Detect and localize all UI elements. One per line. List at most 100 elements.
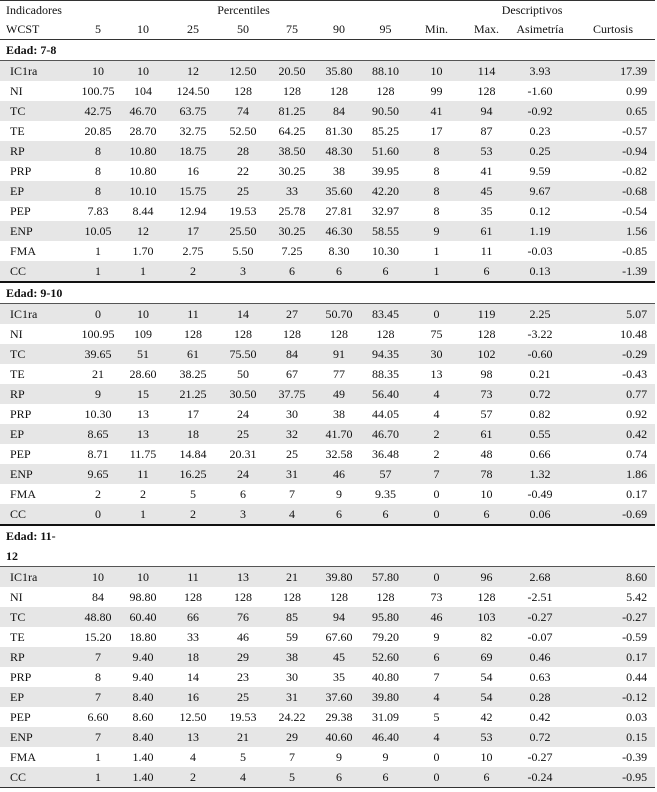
table-cell: 9.35 <box>375 487 397 501</box>
table-cell: 6 <box>362 504 410 525</box>
age-group-label: 12 <box>6 549 18 563</box>
table-row: CC 1 1.40 2 4 5 6 6 0 6 -0.24 -0.95 <box>0 767 656 788</box>
table-row: ENP 10.05 12 17 25.50 30.25 46.30 58.55 9 61 1.19 1… <box>0 221 656 241</box>
table-row: TC 39.65 51 61 75.50 84 91 94.35 30 102 -0.60 -0.29 <box>0 344 656 364</box>
table-cell: 9.40 <box>118 647 168 667</box>
header-row-top: Indicadores Percentiles Descriptivos <box>0 0 656 20</box>
indicator-name: ENP <box>0 727 78 747</box>
table-cell: -0.43 <box>622 367 648 381</box>
table-cell: 90.50 <box>362 101 410 121</box>
table-cell: 25 <box>218 424 268 444</box>
table-cell: 39.80 <box>362 687 410 707</box>
table-cell: 8.40 <box>118 687 168 707</box>
table-cell: 0.15 <box>571 727 656 747</box>
table-cell: 31 <box>268 687 316 707</box>
table-cell: 28.70 <box>129 124 157 138</box>
table-cell: 41 <box>480 164 493 178</box>
table-cell: 1.40 <box>132 750 154 764</box>
table-cell: 0.42 <box>571 424 656 444</box>
table-cell: 96 <box>464 566 510 587</box>
table-cell: 59 <box>286 630 298 644</box>
table-cell: 10 <box>78 566 118 587</box>
table-row: EP 8 10.10 15.75 25 33 35.60 42.20 8 45 9.67 -0.68 <box>0 181 656 201</box>
table-row: TE 15.20 18.80 33 46 59 67.60 79.20 9 82 -0.07 -0.5… <box>0 627 655 647</box>
table-cell: 53 <box>464 727 510 747</box>
table-cell: 39.65 <box>78 344 118 364</box>
table-cell: 0.13 <box>509 261 572 282</box>
table-cell: 0 <box>409 303 465 324</box>
table-cell: 7 <box>289 487 295 501</box>
table-cell: 30.50 <box>218 384 268 404</box>
table-cell: 24 <box>237 407 249 421</box>
table-cell: 33 <box>187 630 199 644</box>
table-cell: 18 <box>168 647 218 667</box>
table-cell: 61 <box>168 344 218 364</box>
table-cell: 75 <box>430 327 443 341</box>
table-cell: 77 <box>333 367 345 381</box>
table-cell: 38 <box>268 647 316 667</box>
table-cell: 12 <box>168 60 218 81</box>
table-cell: 46.70 <box>362 424 410 444</box>
table-cell: 8 <box>433 164 440 178</box>
table-cell: 24.22 <box>278 710 306 724</box>
table-cell: 6 <box>464 504 510 525</box>
age-group-label: Edad: 9-10 <box>0 281 656 304</box>
indicator-name: RP <box>0 384 78 404</box>
table-cell: 30.25 <box>268 221 316 241</box>
table-cell: 21 <box>218 727 268 747</box>
table-cell: 37.75 <box>268 384 316 404</box>
table-row: PEP 8.71 11.75 14.84 20.31 25 32.58 36.48 2 48 0.6… <box>0 444 655 464</box>
table-cell: 10.30 <box>84 407 112 421</box>
table-cell: 8 <box>433 204 440 218</box>
table-cell: 17 <box>430 124 443 138</box>
table-cell: 84 <box>268 344 316 364</box>
table-cell: 76 <box>218 607 268 627</box>
table-cell: 32 <box>268 424 316 444</box>
table-cell: -0.59 <box>622 630 648 644</box>
table-cell: 29 <box>268 727 316 747</box>
table-cell: 57.80 <box>362 566 410 587</box>
table-cell: 53 <box>464 141 510 161</box>
table-cell: 94.35 <box>362 344 410 364</box>
table-cell: 13 <box>137 407 149 421</box>
table-cell: 10.05 <box>78 221 118 241</box>
table-row: NI 84 98.80 128 128 128 128 128 73 128 -2.51 5.42 <box>0 587 655 607</box>
table-cell: 0.42 <box>529 710 551 724</box>
table-cell: 85.25 <box>372 124 400 138</box>
table-cell: 10.80 <box>118 141 168 161</box>
table-cell: -0.27 <box>571 607 656 627</box>
table-cell: 54 <box>480 670 493 684</box>
table-cell: 60.40 <box>118 607 168 627</box>
table-cell: 0.25 <box>509 141 572 161</box>
table-cell: 0.03 <box>626 710 648 724</box>
table-cell: 8 <box>409 181 465 201</box>
indicator-name: PRP <box>10 164 32 178</box>
table-cell: 79.20 <box>372 630 400 644</box>
table-cell: 10.10 <box>118 181 168 201</box>
table-row: FMA 1 1.70 2.75 5.50 7.25 8.30 10.30 1 11 -0.03 -0.… <box>0 241 655 261</box>
table-cell: 0.65 <box>571 101 656 121</box>
table-row: FMA 2 2 5 6 7 9 9.35 0 10 -0.49 0.17 <box>0 484 655 504</box>
table-cell: 75.50 <box>218 344 268 364</box>
table-cell: 1 <box>95 750 101 764</box>
table-cell: 9.40 <box>132 670 154 684</box>
table-cell: 8.30 <box>328 244 350 258</box>
table-cell: 0.23 <box>529 124 551 138</box>
table-cell: 0 <box>78 303 118 324</box>
table-cell: 24 <box>218 464 268 484</box>
table-cell: 87 <box>480 124 493 138</box>
table-cell: 98 <box>480 367 493 381</box>
table-cell: -0.27 <box>509 607 572 627</box>
table-cell: 1 <box>118 261 168 282</box>
table-cell: 2.75 <box>182 244 204 258</box>
table-cell: -0.68 <box>571 181 656 201</box>
table-cell: 0 <box>409 566 465 587</box>
table-cell: 15.75 <box>168 181 218 201</box>
table-cell: 6 <box>240 487 246 501</box>
table-cell: 0.21 <box>529 367 551 381</box>
table-cell: 1.56 <box>571 221 656 241</box>
indicator-name: TE <box>10 630 25 644</box>
table-row: NI 100.95 109 128 128 128 128 128 75 128 -3.22 10.4… <box>0 324 655 344</box>
table-cell: 42 <box>480 710 493 724</box>
